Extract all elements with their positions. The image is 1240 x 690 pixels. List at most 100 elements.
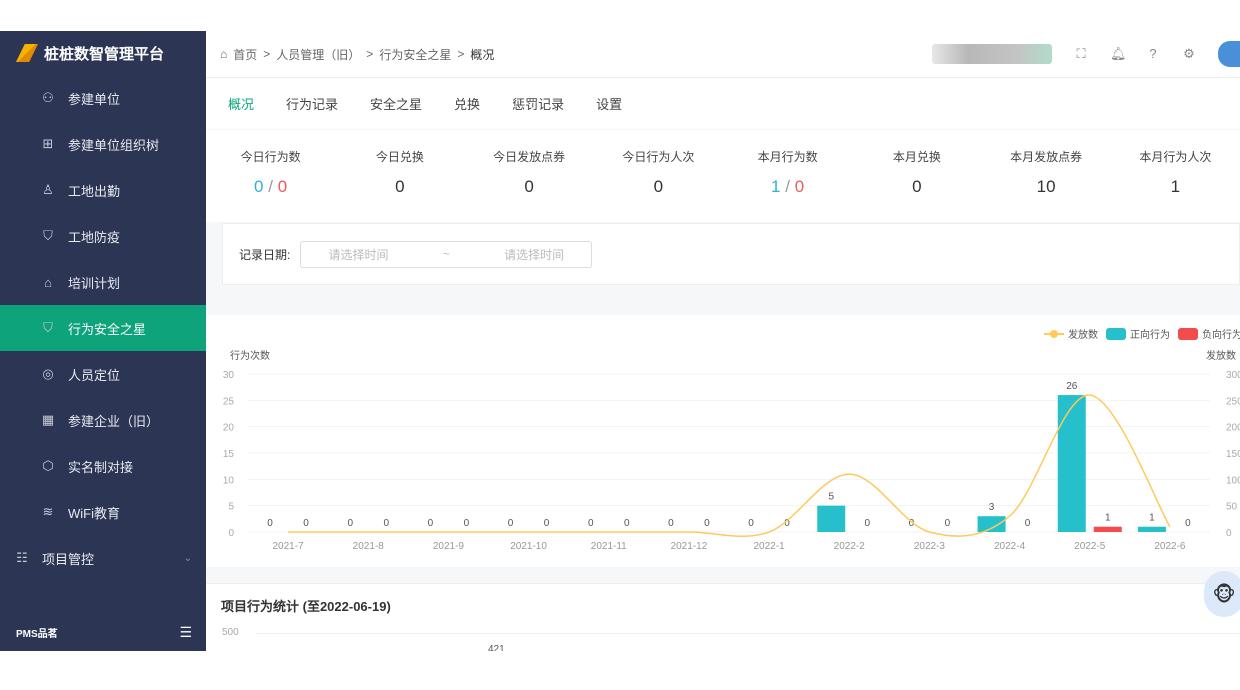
tab-3[interactable]: 兑换 xyxy=(454,97,481,112)
app-title: 桩桩数智管理平台 xyxy=(44,45,165,63)
shield-epidemic-icon: ⛉ xyxy=(43,228,53,243)
sidebar-item-2[interactable]: ♙ 工地出勤 xyxy=(0,167,206,213)
bar-正向行为 xyxy=(1057,395,1086,532)
tab-1[interactable]: 行为记录 xyxy=(286,97,339,112)
stat-label: 本月兑换 xyxy=(892,150,941,164)
sidebar-item-3[interactable]: ⛉ 工地防疫 xyxy=(0,213,206,259)
bar-data-label: 0 xyxy=(383,518,389,529)
stat-item: 今日行为数 0 / 0 xyxy=(206,130,335,222)
location-pin-icon: ◎ xyxy=(42,366,54,381)
filter-label: 记录日期: xyxy=(239,247,291,262)
legend-label: 发放数 xyxy=(1068,328,1098,341)
sidebar-item-1[interactable]: ⊞ 参建单位组织树 xyxy=(0,121,206,167)
bell-icon[interactable]: 🔔︎ xyxy=(1110,46,1127,61)
bar-data-label: 0 xyxy=(624,518,630,529)
y-tick-label: 25 xyxy=(223,396,235,407)
app-logo[interactable]: 桩桩数智管理平台 xyxy=(0,31,206,75)
tab-4[interactable]: 惩罚记录 xyxy=(512,97,565,112)
legend-label: 负向行为 xyxy=(1202,328,1240,341)
main: ⌂ 首页 > 人员管理（旧） > 行为安全之星 > 概况 ⛶ 🔔︎ ? ⚙ 概况 行为记… xyxy=(206,31,1240,651)
stat-item: 今日发放点券 0 xyxy=(465,130,594,222)
tab-5[interactable]: 设置 xyxy=(596,97,623,112)
sidebar-item-0[interactable]: ⚇ 参建单位 xyxy=(0,75,206,121)
bar-data-label: 0 xyxy=(864,518,870,529)
sidebar-item-9[interactable]: ≋ WiFi教育 xyxy=(0,489,206,535)
stat-negative: 0 xyxy=(794,177,805,196)
graduation-cap-icon: ⌂ xyxy=(44,274,52,290)
date-range-picker[interactable]: 请选择时间 ~ 请选择时间 xyxy=(300,240,593,268)
tab-2[interactable]: 安全之星 xyxy=(370,97,423,112)
y-tick-label: 0 xyxy=(228,528,234,539)
y-tick-label: 15 xyxy=(223,449,235,460)
sidebar-item-7[interactable]: ▦ 参建企业（旧） xyxy=(0,397,206,443)
stat-item: 本月行为人次 1 xyxy=(1111,130,1240,222)
sidebar-item-8[interactable]: ⬡ 实名制对接 xyxy=(0,443,206,489)
bar-data-label: 26 xyxy=(1066,381,1078,392)
sidebar-item-label: 培训计划 xyxy=(68,275,121,291)
y2-tick-label: 150 xyxy=(1226,449,1240,460)
end-date-input[interactable]: 请选择时间 xyxy=(504,247,565,262)
stat-item: 今日行为人次 0 xyxy=(594,130,723,222)
help-icon[interactable]: ? xyxy=(1149,46,1157,61)
stat-positive: 0 xyxy=(254,177,264,196)
stat-value: 10 xyxy=(1036,177,1056,196)
date-filter: 记录日期: 请选择时间 ~ 请选择时间 xyxy=(222,223,1240,285)
org-icon: ⚇ xyxy=(42,90,54,105)
y-axis-title: 行为次数 xyxy=(230,349,270,362)
breadcrumb-personnel[interactable]: 人员管理（旧） xyxy=(276,47,361,62)
collapse-menu-icon[interactable]: ☰ xyxy=(179,623,192,640)
y2-tick-label: 200 xyxy=(1226,423,1240,434)
breadcrumb: ⌂ 首页 > 人员管理（旧） > 行为安全之星 > 概况 ⛶ 🔔︎ ? ⚙ xyxy=(206,31,1240,77)
x-tick-label: 2022-5 xyxy=(1074,541,1106,552)
gear-icon[interactable]: ⚙ xyxy=(1183,46,1195,61)
y-tick: 500 xyxy=(222,627,239,638)
tabs: 概况 行为记录 安全之星 兑换 惩罚记录 设置 xyxy=(206,77,1240,129)
grid-icon: ▦ xyxy=(41,412,55,427)
fullscreen-icon[interactable]: ⛶ xyxy=(1076,46,1086,61)
sidebar-item-label: 实名制对接 xyxy=(68,459,134,475)
stat-label: 本月发放点券 xyxy=(1010,150,1083,164)
x-tick-label: 2021-8 xyxy=(353,541,385,552)
chevron-down-icon: ⌄ xyxy=(183,552,192,564)
sidebar-group-project-control[interactable]: ☷ 项目管控 ⌄ xyxy=(0,535,206,581)
sidebar-item-label: 行为安全之星 xyxy=(68,321,147,337)
y2-tick-label: 300 xyxy=(1226,370,1240,381)
line-发放数 xyxy=(288,394,1171,538)
bar-data-label: 1 xyxy=(1149,513,1155,524)
bar-data-label: 0 xyxy=(1025,518,1031,529)
project-stats-title: 项目行为统计 (至2022-06-19) xyxy=(221,599,391,614)
tab-0[interactable]: 概况 xyxy=(228,97,255,112)
behavior-chart-card: 0 5 10 15 20 25 30 0 50 100 150 200 250 300 行为次数 发放数 202… xyxy=(206,315,1240,567)
start-date-input[interactable]: 请选择时间 xyxy=(328,247,389,262)
stat-negative: 0 xyxy=(277,177,288,196)
x-tick-label: 2022-4 xyxy=(994,541,1026,552)
sidebar-item-label: 参建单位 xyxy=(68,91,121,107)
sidebar-item-5[interactable]: ⛉ 行为安全之星 xyxy=(0,305,206,351)
bar-data-label: 0 xyxy=(588,518,594,529)
sidebar-item-4[interactable]: ⌂ 培训计划 xyxy=(0,259,206,305)
sidebar-item-label: 工地出勤 xyxy=(68,183,121,199)
avatar[interactable] xyxy=(1218,41,1240,67)
stat-value: 0 xyxy=(395,177,405,196)
breadcrumb-safety-star[interactable]: 行为安全之星 xyxy=(379,47,452,62)
bar-data-label: 0 xyxy=(1185,518,1191,529)
mascot-icon: 🐵︎ xyxy=(1212,583,1236,606)
bar-data-label: 0 xyxy=(428,518,434,529)
sidebar-item-6[interactable]: ◎ 人员定位 xyxy=(0,351,206,397)
assistant-mascot[interactable]: 🐵︎ xyxy=(1204,571,1240,617)
x-tick-label: 2021-12 xyxy=(671,541,708,552)
y-tick-label: 30 xyxy=(223,370,235,381)
stat-value: 0 xyxy=(912,177,922,196)
range-separator: ~ xyxy=(442,247,450,261)
person-icon: ♙ xyxy=(42,182,54,197)
stat-label: 今日兑换 xyxy=(375,150,424,164)
sidebar-item-label: WiFi教育 xyxy=(68,505,120,521)
stat-item: 本月发放点券 10 xyxy=(982,130,1111,222)
project-stats-card: 项目行为统计 (至2022-06-19) 500 421 xyxy=(206,583,1240,651)
stat-item: 今日兑换 0 xyxy=(335,130,464,222)
breadcrumb-home[interactable]: 首页 xyxy=(233,47,258,62)
sidebar: 桩桩数智管理平台 ⚇ 参建单位 ⊞ 参建单位组织树 ♙ 工地出勤 ⛉ 工地防疫 ⌂ 培训计划 ⛉ 行为… xyxy=(0,31,206,651)
footer-brand: PMS品茗 xyxy=(16,628,58,640)
stat-value: 0 xyxy=(524,177,534,196)
